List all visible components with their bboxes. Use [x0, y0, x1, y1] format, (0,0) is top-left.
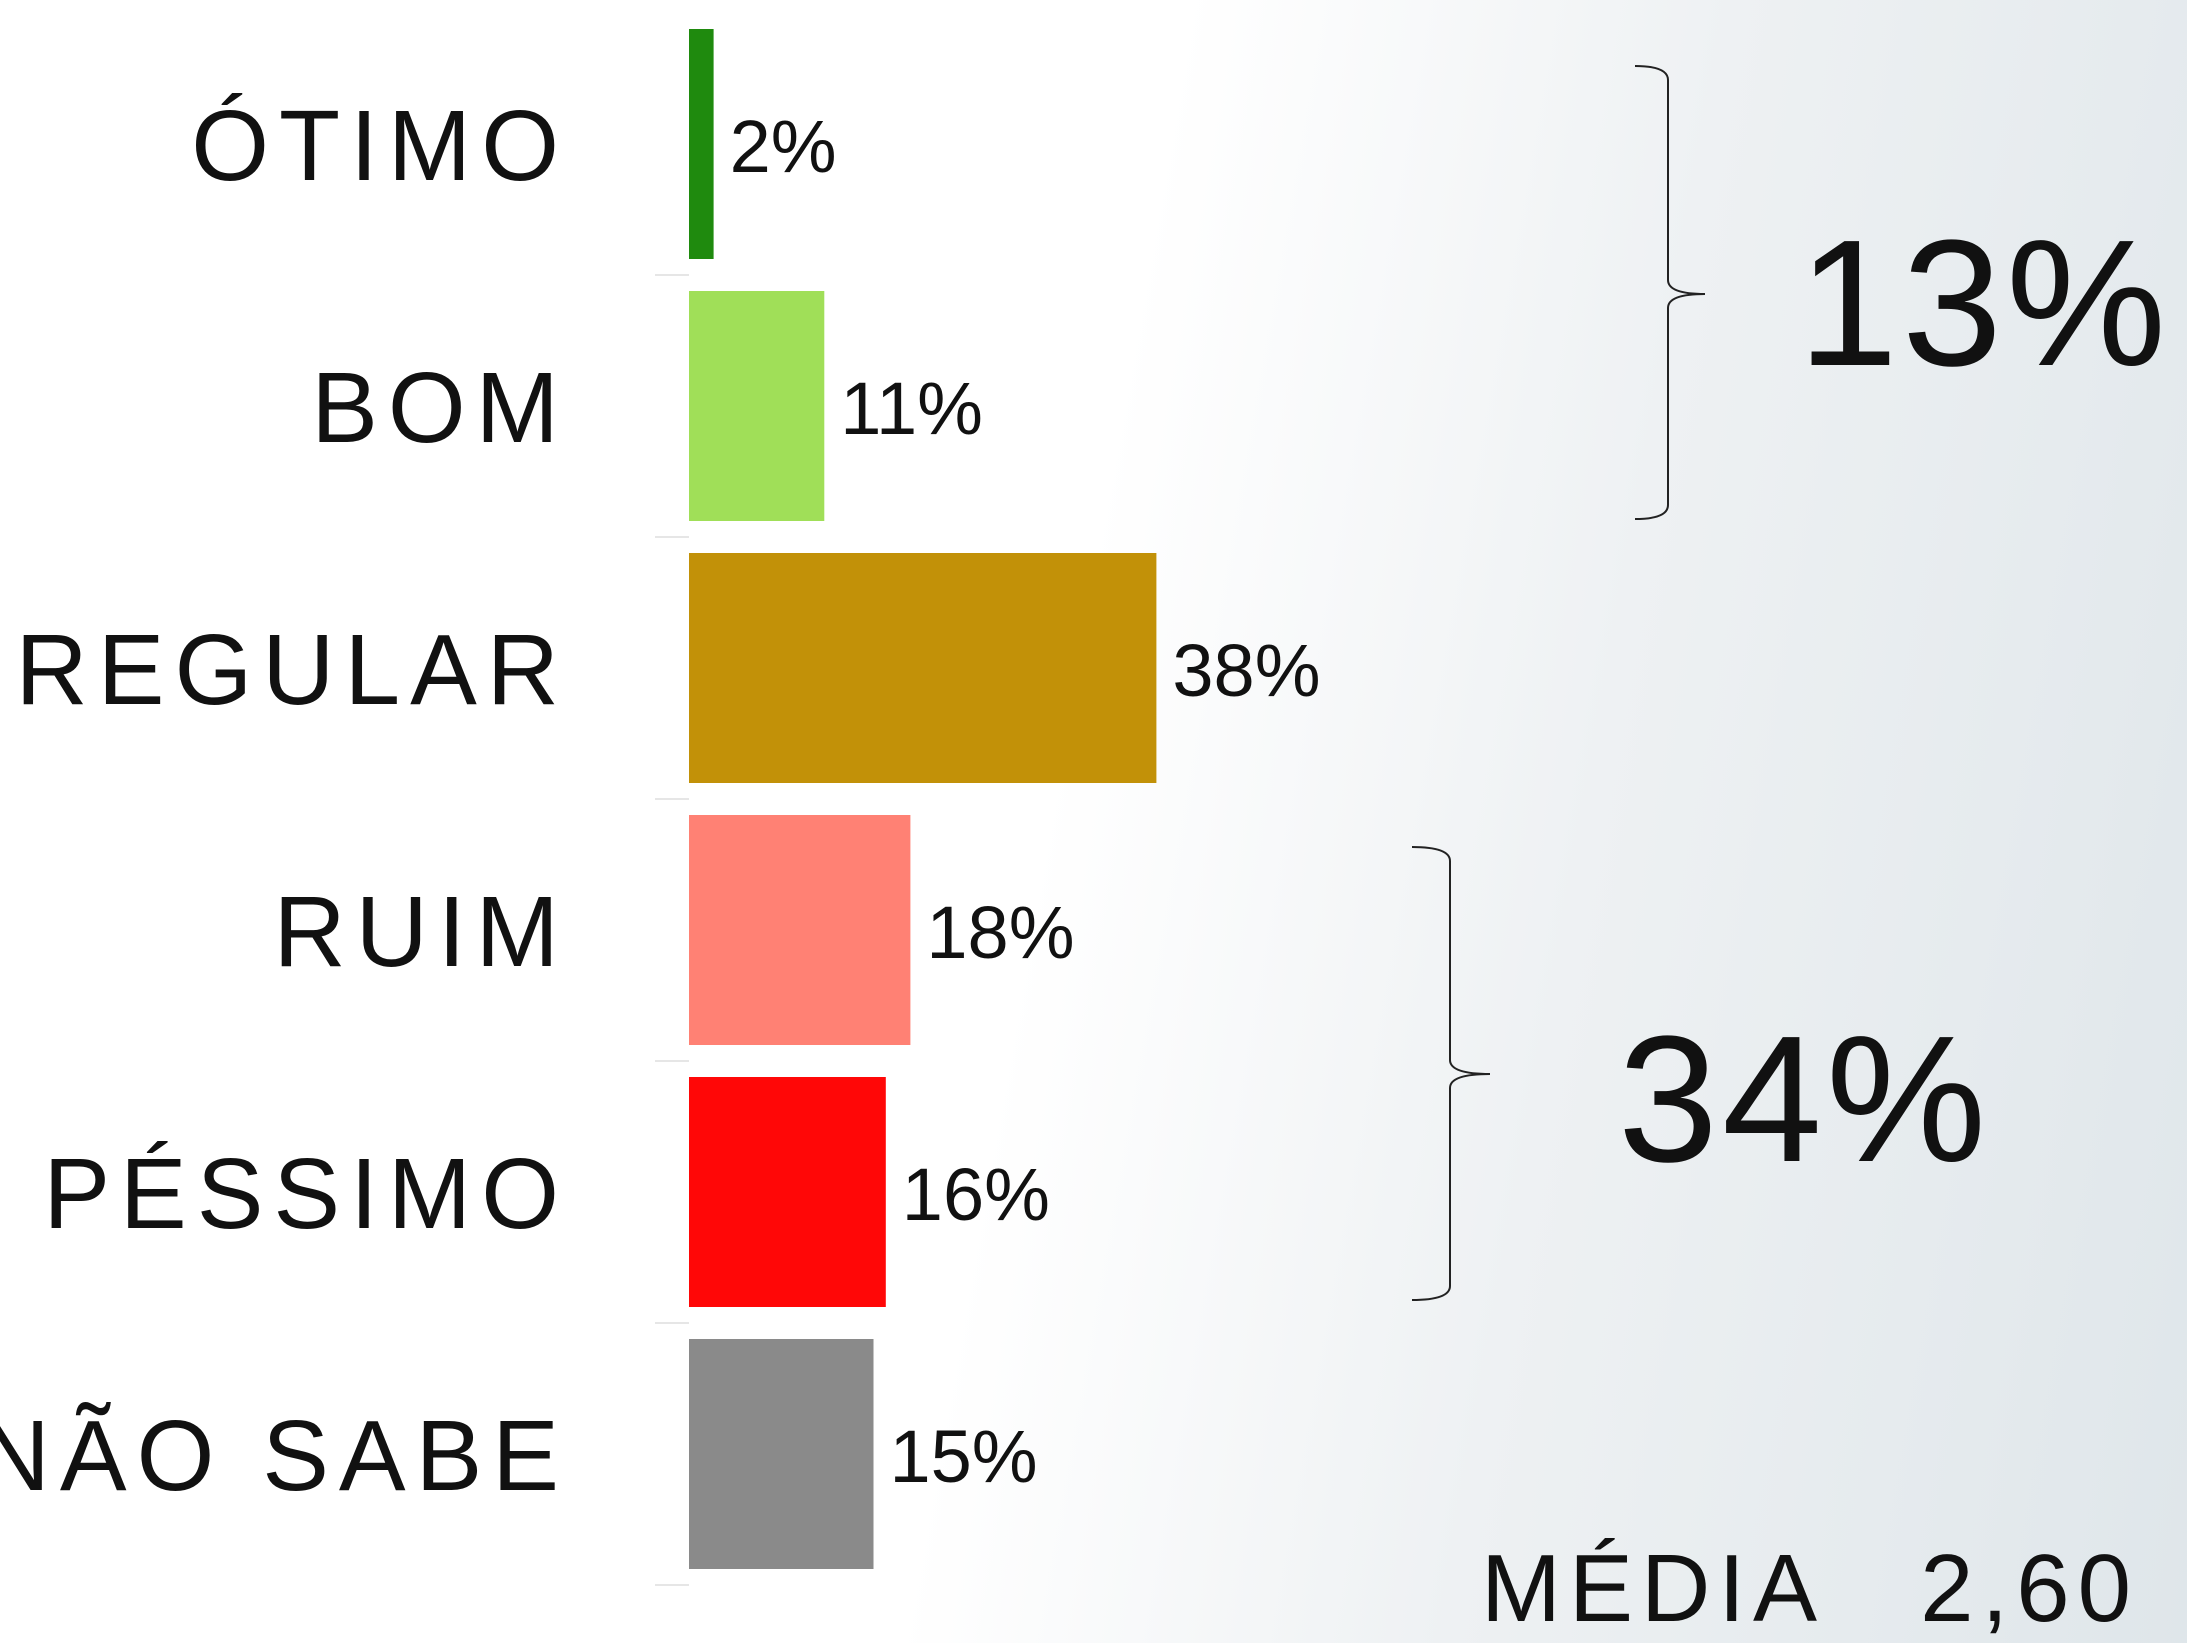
bar [689, 1077, 886, 1307]
value-label: 2% [730, 105, 837, 188]
category-label: ÓTIMO [191, 90, 569, 202]
brace [1412, 847, 1490, 1300]
value-label: 18% [926, 891, 1074, 974]
value-label: 16% [902, 1153, 1050, 1236]
category-label: REGULAR [16, 614, 569, 726]
bar [689, 1339, 874, 1569]
bar [689, 553, 1156, 783]
value-label: 38% [1172, 629, 1320, 712]
category-label: RUIM [273, 876, 569, 988]
group-total: 34% [1618, 999, 1990, 1200]
average-label: MÉDIA [1481, 1535, 1825, 1642]
bar [689, 815, 910, 1045]
bar [689, 291, 824, 521]
value-label: 15% [890, 1415, 1038, 1498]
category-label: PÉSSIMO [43, 1138, 569, 1250]
category-label: BOM [311, 352, 569, 464]
category-label: NÃO SABE [0, 1400, 569, 1512]
group-total: 13% [1798, 203, 2170, 404]
chart: 13% 34% MÉDIA 2,60 ÓTIMO 2% BOM 11% REGULAR 3… [0, 0, 2187, 1643]
bar [689, 29, 714, 259]
brace [1635, 66, 1705, 519]
average-value: 2,60 [1920, 1535, 2139, 1642]
value-label: 11% [840, 367, 983, 450]
